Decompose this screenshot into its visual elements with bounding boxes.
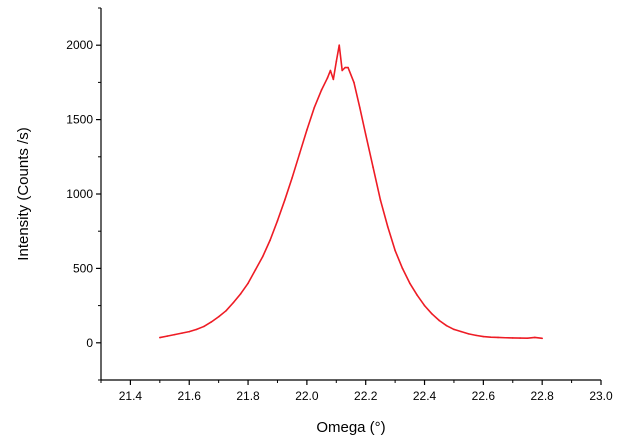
data-point <box>166 335 168 337</box>
x-tick-label: 22.6 <box>472 389 496 403</box>
y-tick-label: 0 <box>86 336 93 350</box>
data-point <box>489 336 492 338</box>
data-point <box>401 267 404 270</box>
data-point <box>284 199 286 201</box>
data-point <box>269 239 271 241</box>
data-point <box>526 337 529 339</box>
data-point <box>306 129 308 131</box>
data-point <box>394 249 396 252</box>
data-point <box>460 330 463 333</box>
data-point <box>386 225 389 228</box>
data-point <box>534 336 536 339</box>
x-tick-label: 22.2 <box>354 389 378 403</box>
data-point <box>482 335 485 338</box>
x-tick-label: 22.8 <box>530 389 554 403</box>
data-point <box>353 81 355 84</box>
data-point <box>364 133 367 136</box>
data-point <box>225 310 227 312</box>
x-axis: 21.4 21.6 21.8 22.0 22.2 22.4 22.6 22.8 23.0 <box>100 379 613 403</box>
y-axis-title: Intensity (Counts /s) <box>15 127 32 260</box>
data-point <box>423 304 426 307</box>
data-point <box>329 69 332 72</box>
data-point <box>409 282 411 285</box>
data-point <box>344 66 346 69</box>
data-point <box>438 319 441 322</box>
data-point <box>195 328 198 331</box>
data-point <box>313 106 316 109</box>
data-point <box>203 325 205 328</box>
data-point <box>379 199 382 201</box>
data-point <box>247 282 249 285</box>
data-point <box>159 336 161 339</box>
data-point <box>359 106 361 109</box>
data-point <box>511 337 514 339</box>
data-point <box>445 324 448 327</box>
x-tick-label: 21.8 <box>236 389 260 403</box>
data-point <box>341 69 343 72</box>
data-point <box>254 269 257 271</box>
data-point <box>338 44 341 46</box>
y-tick-label: 500 <box>73 261 93 275</box>
series-group <box>159 44 543 340</box>
data-point <box>217 315 220 318</box>
x-tick-label: 22.4 <box>413 389 437 403</box>
data-point <box>504 336 507 339</box>
data-point <box>239 292 242 295</box>
data-point <box>372 166 374 169</box>
data-point <box>475 334 477 337</box>
data-point <box>291 176 293 179</box>
data-point <box>497 336 499 339</box>
x-tick-label: 22.0 <box>295 389 319 403</box>
data-point <box>261 255 264 258</box>
data-point <box>320 89 323 91</box>
data-point <box>298 153 301 155</box>
data-point <box>541 337 543 340</box>
y-tick-label: 1500 <box>66 113 93 127</box>
x-tick-label: 21.4 <box>119 389 143 403</box>
data-point <box>416 294 418 296</box>
y-tick-label: 2000 <box>66 38 93 52</box>
data-point <box>431 312 433 315</box>
data-point <box>276 219 279 222</box>
data-point <box>181 332 183 334</box>
data-point <box>232 301 235 304</box>
data-point <box>188 330 191 333</box>
y-tick-label: 1000 <box>66 187 93 201</box>
data-point <box>210 321 213 323</box>
data-point <box>519 337 521 339</box>
x-tick-label: 23.0 <box>589 389 613 403</box>
y-axis: 0 500 1000 1500 2000 <box>66 7 102 381</box>
data-point <box>332 78 335 81</box>
data-point <box>453 328 455 331</box>
x-axis-title: Omega (°) <box>316 419 385 436</box>
x-tick-label: 21.6 <box>178 389 202 403</box>
data-point <box>326 77 329 79</box>
data-point <box>335 60 338 63</box>
data-point <box>347 66 349 69</box>
series-line <box>159 44 543 340</box>
data-point <box>173 333 176 336</box>
data-point <box>467 333 470 335</box>
